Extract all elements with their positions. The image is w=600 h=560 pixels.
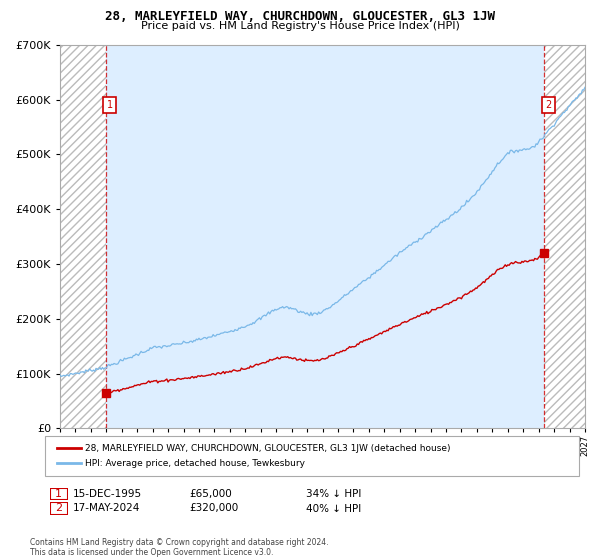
Text: 15-DEC-1995: 15-DEC-1995 (73, 489, 142, 499)
Bar (60, 45, 106, 428)
Text: 1: 1 (106, 100, 113, 110)
FancyBboxPatch shape (50, 488, 68, 500)
Text: 34% ↓ HPI: 34% ↓ HPI (306, 489, 361, 499)
Bar (106, 45, 544, 428)
Text: 28, MARLEYFIELD WAY, CHURCHDOWN, GLOUCESTER, GL3 1JW: 28, MARLEYFIELD WAY, CHURCHDOWN, GLOUCES… (105, 10, 495, 23)
Text: 28, MARLEYFIELD WAY, CHURCHDOWN, GLOUCESTER, GL3 1JW (detached house): 28, MARLEYFIELD WAY, CHURCHDOWN, GLOUCES… (85, 444, 451, 452)
Text: £65,000: £65,000 (189, 489, 232, 499)
Bar (544, 45, 585, 428)
Text: HPI: Average price, detached house, Tewkesbury: HPI: Average price, detached house, Tewk… (85, 459, 305, 468)
Text: £320,000: £320,000 (189, 503, 238, 514)
Text: 17-MAY-2024: 17-MAY-2024 (73, 503, 140, 514)
FancyBboxPatch shape (50, 502, 68, 515)
Text: Contains HM Land Registry data © Crown copyright and database right 2024.
This d: Contains HM Land Registry data © Crown c… (30, 538, 329, 557)
Text: Price paid vs. HM Land Registry's House Price Index (HPI): Price paid vs. HM Land Registry's House … (140, 21, 460, 31)
Text: 1: 1 (55, 489, 62, 499)
Text: 2: 2 (55, 503, 62, 514)
Text: 2: 2 (545, 100, 551, 110)
Text: 40% ↓ HPI: 40% ↓ HPI (306, 503, 361, 514)
